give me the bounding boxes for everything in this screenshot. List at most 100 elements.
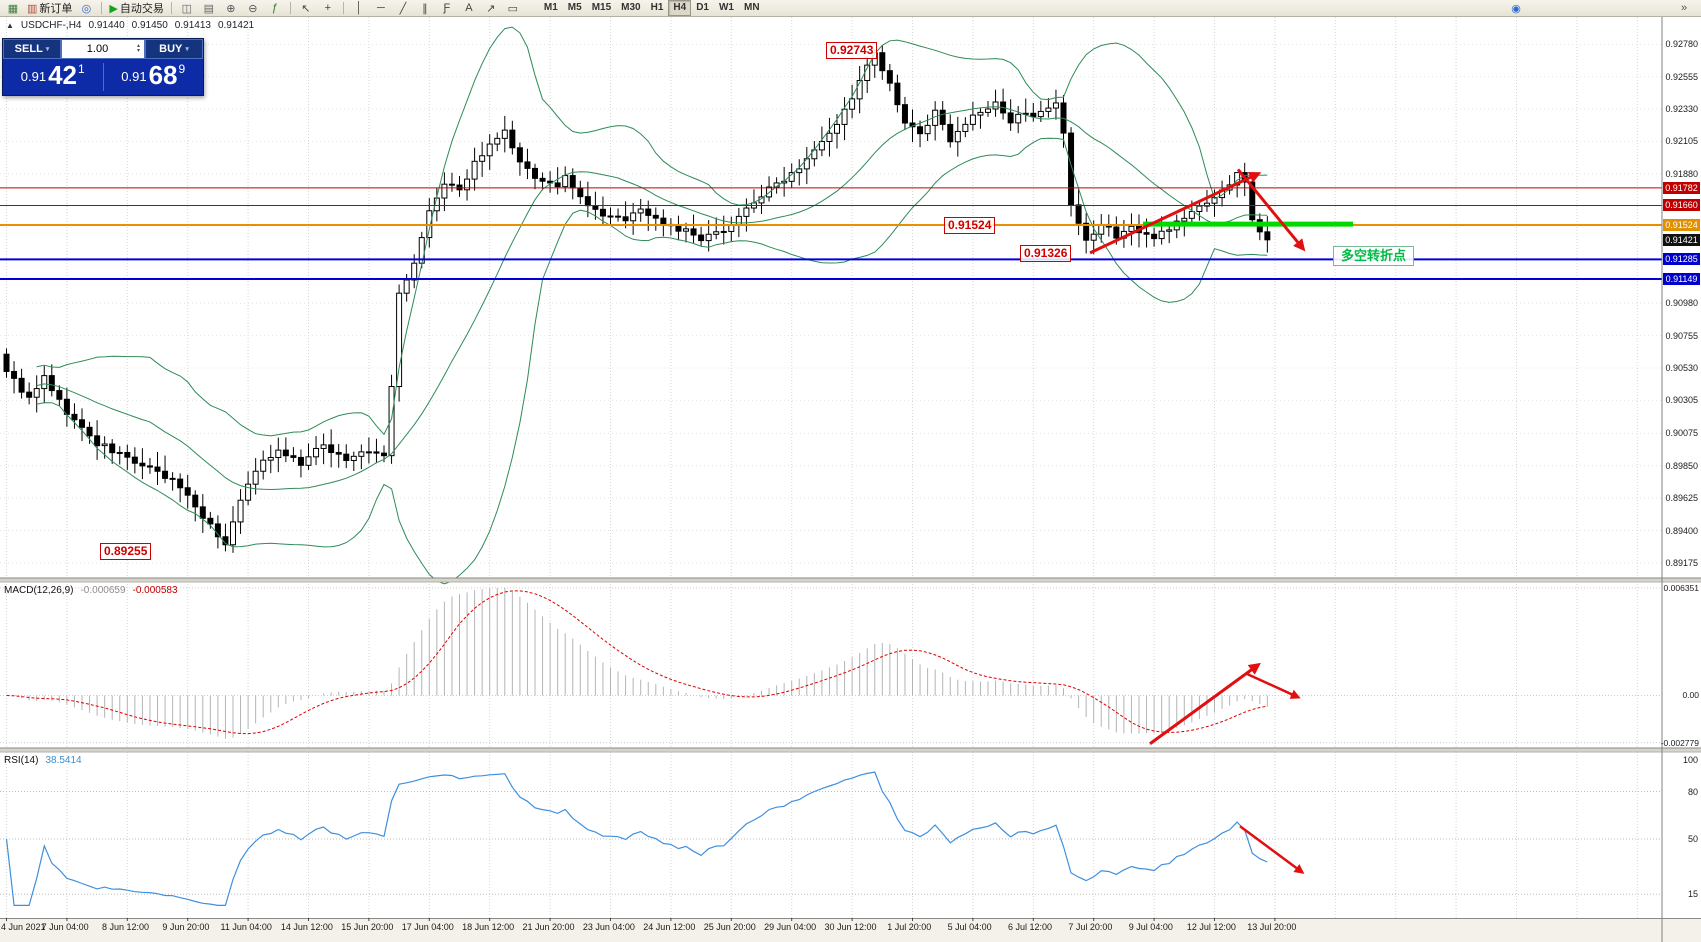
time-tick-label[interactable]: 9 Jun 20:00 [162,922,210,932]
price-annotation-swing-low[interactable]: 0.89255 [100,543,152,561]
time-tick-label[interactable]: 11 Jun 04:00 [220,922,272,932]
time-tick-label[interactable]: 29 Jun 04:00 [764,922,817,932]
volume-field[interactable]: 1.00 ▴ ▾ [61,39,145,59]
price-tick-label[interactable]: 0.92555 [1665,71,1698,82]
price-tag-0.91524[interactable]: 0.91524 [1663,219,1700,231]
horizontal-lines[interactable] [0,187,1662,280]
price-annotation-mid[interactable]: 0.91524 [944,217,996,234]
price-annotation-drop[interactable]: 0.91326 [1020,245,1072,263]
rsi-panel[interactable] [0,771,1662,906]
timeframe-w1[interactable]: W1 [718,2,734,13]
spinner-down-icon[interactable]: ▾ [136,48,140,54]
price-tick-label[interactable]: 0.90755 [1665,330,1698,341]
timeframe-h1[interactable]: H1 [650,2,664,13]
app-store-button[interactable]: ◎ [76,1,96,16]
price-tick-label[interactable]: 0.89850 [1665,460,1698,471]
time-tick-label[interactable]: 13 Jul 20:00 [1247,922,1297,932]
time-tick-label[interactable]: 8 Jun 12:00 [102,922,150,932]
price-tag-0.91660[interactable]: 0.91660 [1663,199,1700,212]
window-tile-button[interactable]: ▤ [199,1,219,16]
timeframe-m5[interactable]: M5 [567,2,582,13]
price-tag-0.91782[interactable]: 0.91782 [1663,181,1700,194]
rsi-tick-label[interactable]: 15 [1687,889,1698,900]
shapes-button[interactable]: ▭ [503,1,523,16]
macd-panel[interactable] [0,587,1662,745]
arrows-button[interactable]: ↗ [481,1,501,16]
price-tag-0.91285[interactable]: 0.91285 [1663,253,1700,266]
price-tag-0.91149[interactable]: 0.91149 [1663,272,1700,285]
vertical-line-button[interactable]: │ [349,1,369,16]
time-tick-label[interactable]: 15 Jun 20:00 [341,922,394,932]
time-tick-label[interactable]: 9 Jul 04:00 [1128,922,1173,932]
macd-tick-label[interactable]: -0.002779 [1660,737,1699,748]
candles[interactable] [3,45,1271,553]
price-tag-0.91421[interactable]: 0.91421 [1663,233,1700,246]
price-tick-label[interactable]: 0.92330 [1665,104,1698,115]
rsi-tick-label[interactable]: 100 [1682,754,1698,765]
zoom-out-icon: ⊖ [248,2,258,15]
timeframe-m1[interactable]: M1 [543,2,558,13]
cursor-button[interactable]: ↖ [296,1,316,16]
indicators-button[interactable]: ƒ [265,1,285,16]
spinner-up-icon[interactable]: ▴ [136,43,140,49]
turning-point-note[interactable]: 多空转折点 [1333,245,1415,266]
price-tick-label[interactable]: 0.89625 [1665,493,1698,504]
time-tick-label[interactable]: 30 Jun 12:00 [824,922,877,932]
sell-price[interactable]: 0.91 42 1 [3,62,103,92]
trendline-button[interactable]: ╱ [393,1,413,16]
timeframe-m30[interactable]: M30 [621,2,641,13]
time-tick-label[interactable]: 21 Jun 20:00 [522,922,575,932]
time-tick-label[interactable]: 4 Jun 2021 [1,922,46,932]
horizontal-line-button[interactable]: ─ [371,1,391,16]
time-tick-label[interactable]: 1 Jul 20:00 [887,922,932,932]
timeframe-d1[interactable]: D1 [696,2,709,13]
price-tick-label[interactable]: 0.90530 [1665,362,1698,373]
new-chart-button[interactable]: ▦ [3,1,23,16]
price-tick-label[interactable]: 0.92105 [1665,136,1698,147]
buy-price[interactable]: 0.91 68 9 [104,62,204,92]
timeframe-h4[interactable]: H4 [668,0,692,16]
time-tick-label[interactable]: 18 Jun 12:00 [462,922,515,932]
price-tick-label[interactable]: 0.90305 [1665,395,1698,406]
profiles-button[interactable]: ◫ [177,1,197,16]
fibonacci-button[interactable]: Ƒ [437,1,457,16]
time-tick-label[interactable]: 5 Jul 04:00 [947,922,992,932]
timeframe-m15[interactable]: M15 [591,2,612,13]
time-tick-label[interactable]: 7 Jun 04:00 [41,922,89,932]
time-tick-label[interactable]: 12 Jul 12:00 [1186,922,1236,932]
zoom-in-button[interactable]: ⊕ [221,1,241,16]
price-tick-label[interactable]: 0.91880 [1665,168,1698,179]
new-order-button[interactable]: ▥ 新订单 [25,1,74,16]
time-tick-label[interactable]: 14 Jun 12:00 [280,922,333,932]
community-button[interactable]: ◉ [1506,1,1526,16]
rsi-tick-label[interactable]: 50 [1687,833,1698,844]
rsi-tick-label[interactable]: 80 [1687,786,1698,797]
price-tick-label[interactable]: 0.90980 [1665,298,1698,309]
price-annotation-high[interactable]: 0.92743 [826,41,878,59]
time-tick-label[interactable]: 7 Jul 20:00 [1068,922,1113,932]
autotrading-button[interactable]: ▶ 自动交易 [107,1,165,16]
sell-button[interactable]: SELL ▾ [3,39,61,59]
time-tick-label[interactable]: 17 Jun 04:00 [401,922,454,932]
trend-arrows[interactable] [1089,168,1306,255]
macd-tick-label[interactable]: 0.006351 [1663,582,1699,593]
toolbar-overflow-button[interactable]: » [1674,1,1694,16]
price-tick-label[interactable]: 0.92780 [1665,39,1698,50]
buy-button[interactable]: BUY ▾ [145,39,203,59]
time-tick-label[interactable]: 25 Jun 20:00 [703,922,756,932]
price-tick-label[interactable]: 0.89400 [1665,525,1698,536]
channel-button[interactable]: ∥ [415,1,435,16]
crosshair-button[interactable]: + [318,1,338,16]
price-tick-label[interactable]: 0.90075 [1665,428,1698,439]
volume-spinner[interactable]: ▴ ▾ [133,43,144,54]
time-tick-label[interactable]: 23 Jun 04:00 [582,922,635,932]
buy-caret-icon: ▾ [185,46,189,53]
text-button[interactable]: A [459,1,479,16]
time-tick-label[interactable]: 24 Jun 12:00 [643,922,696,932]
price-tick-label[interactable]: 0.89175 [1665,557,1698,568]
macd-tick-label[interactable]: 0.00 [1682,690,1699,701]
time-tick-label[interactable]: 6 Jul 12:00 [1008,922,1053,932]
timeframe-mn[interactable]: MN [743,2,760,13]
zoom-out-button[interactable]: ⊖ [243,1,263,16]
